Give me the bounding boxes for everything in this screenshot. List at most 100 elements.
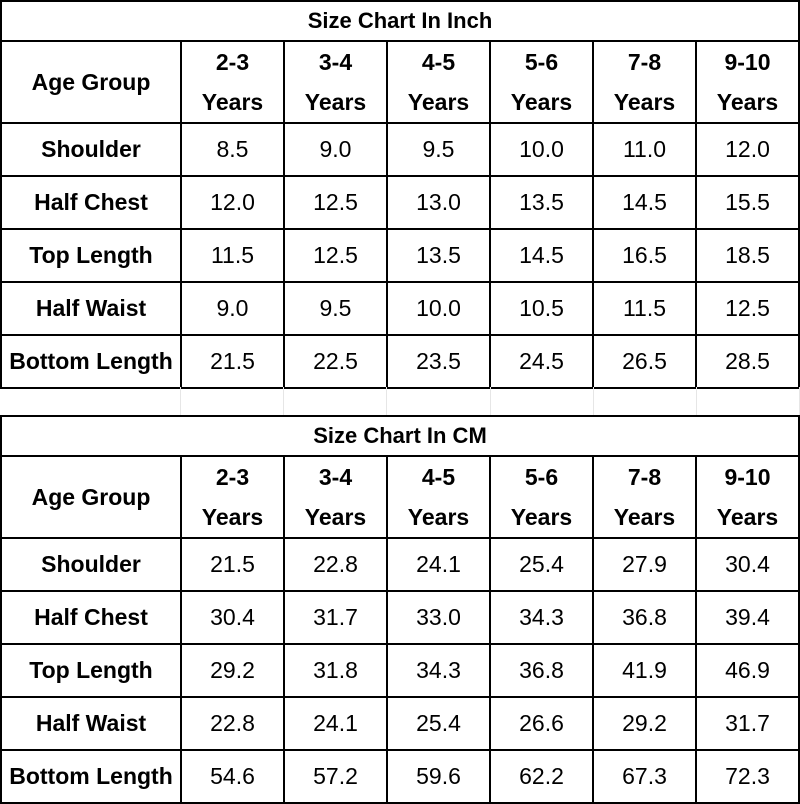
- age-unit: Years: [201, 504, 264, 530]
- measurement-value: 9.5: [283, 281, 388, 336]
- age-range: 4-5: [421, 49, 456, 75]
- measurement-value: 36.8: [592, 590, 697, 645]
- header-row: Age Group 2-3 Years 3-4 Years 4-5 Years 5-6 Year…: [0, 40, 800, 124]
- measurement-value: 21.5: [180, 537, 285, 592]
- measurement-label: Half Waist: [0, 696, 182, 751]
- measurement-value: 16.5: [592, 228, 697, 283]
- measurement-value: 12.5: [283, 228, 388, 283]
- measurement-value: 24.1: [386, 537, 491, 592]
- age-unit: Years: [304, 89, 367, 115]
- measurement-value: 29.2: [180, 643, 285, 698]
- measurement-value: 26.5: [592, 334, 697, 389]
- measurement-value: 8.5: [180, 122, 285, 177]
- age-column-header: 5-6 Years: [489, 455, 594, 539]
- age-column-header: 4-5 Years: [386, 455, 491, 539]
- age-column-header: 9-10 Years: [695, 40, 800, 124]
- age-range: 2-3: [215, 464, 250, 490]
- age-unit: Years: [613, 504, 676, 530]
- table-gap: [0, 387, 800, 415]
- age-column-header: 3-4 Years: [283, 40, 388, 124]
- measurement-value: 14.5: [592, 175, 697, 230]
- table-title: Size Chart In Inch: [0, 0, 800, 42]
- measurement-value: 25.4: [489, 537, 594, 592]
- measurement-label: Bottom Length: [0, 749, 182, 804]
- measurement-label: Bottom Length: [0, 334, 182, 389]
- measurement-value: 27.9: [592, 537, 697, 592]
- measurement-value: 10.0: [386, 281, 491, 336]
- measurement-value: 11.5: [180, 228, 285, 283]
- measurement-value: 46.9: [695, 643, 800, 698]
- title-row: Size Chart In CM: [0, 415, 800, 457]
- measurement-value: 12.5: [695, 281, 800, 336]
- measurement-label: Top Length: [0, 643, 182, 698]
- age-range: 7-8: [627, 49, 662, 75]
- age-unit: Years: [510, 504, 573, 530]
- age-unit: Years: [716, 89, 779, 115]
- age-column-header: 5-6 Years: [489, 40, 594, 124]
- age-range: 7-8: [627, 464, 662, 490]
- title-row: Size Chart In Inch: [0, 0, 800, 42]
- measurement-value: 22.8: [180, 696, 285, 751]
- measurement-value: 30.4: [695, 537, 800, 592]
- measurement-value: 67.3: [592, 749, 697, 804]
- measurement-value: 57.2: [283, 749, 388, 804]
- measurement-value: 39.4: [695, 590, 800, 645]
- measurement-value: 41.9: [592, 643, 697, 698]
- measurement-value: 62.2: [489, 749, 594, 804]
- measurement-value: 29.2: [592, 696, 697, 751]
- measurement-value: 15.5: [695, 175, 800, 230]
- measurement-label: Top Length: [0, 228, 182, 283]
- age-range: 5-6: [524, 49, 559, 75]
- measurement-value: 34.3: [386, 643, 491, 698]
- measurement-label: Half Chest: [0, 590, 182, 645]
- measurement-value: 13.5: [489, 175, 594, 230]
- table-row: Half Waist 9.0 9.5 10.0 10.5 11.5 12.5: [0, 281, 800, 336]
- measurement-label: Shoulder: [0, 537, 182, 592]
- measurement-value: 54.6: [180, 749, 285, 804]
- table-row: Shoulder 8.5 9.0 9.5 10.0 11.0 12.0: [0, 122, 800, 177]
- measurement-value: 22.8: [283, 537, 388, 592]
- measurement-value: 21.5: [180, 334, 285, 389]
- measurement-value: 14.5: [489, 228, 594, 283]
- table-row: Half Chest 12.0 12.5 13.0 13.5 14.5 15.5: [0, 175, 800, 230]
- measurement-value: 23.5: [386, 334, 491, 389]
- measurement-value: 10.5: [489, 281, 594, 336]
- age-group-label: Age Group: [0, 455, 182, 539]
- age-unit: Years: [407, 89, 470, 115]
- table-row: Half Chest 30.4 31.7 33.0 34.3 36.8 39.4: [0, 590, 800, 645]
- measurement-value: 33.0: [386, 590, 491, 645]
- age-range: 3-4: [318, 49, 353, 75]
- age-range: 9-10: [724, 464, 771, 490]
- measurement-value: 13.5: [386, 228, 491, 283]
- age-column-header: 3-4 Years: [283, 455, 388, 539]
- age-unit: Years: [716, 504, 779, 530]
- age-range: 2-3: [215, 49, 250, 75]
- measurement-value: 11.5: [592, 281, 697, 336]
- age-range: 3-4: [318, 464, 353, 490]
- age-group-label: Age Group: [0, 40, 182, 124]
- age-unit: Years: [613, 89, 676, 115]
- measurement-value: 10.0: [489, 122, 594, 177]
- measurement-label: Shoulder: [0, 122, 182, 177]
- age-column-header: 9-10 Years: [695, 455, 800, 539]
- measurement-value: 26.6: [489, 696, 594, 751]
- measurement-value: 9.0: [180, 281, 285, 336]
- measurement-value: 59.6: [386, 749, 491, 804]
- measurement-value: 34.3: [489, 590, 594, 645]
- table-row: Top Length 11.5 12.5 13.5 14.5 16.5 18.5: [0, 228, 800, 283]
- age-unit: Years: [304, 504, 367, 530]
- measurement-value: 9.0: [283, 122, 388, 177]
- measurement-value: 28.5: [695, 334, 800, 389]
- age-unit: Years: [201, 89, 264, 115]
- measurement-value: 31.7: [695, 696, 800, 751]
- measurement-label: Half Chest: [0, 175, 182, 230]
- age-unit: Years: [407, 504, 470, 530]
- table-title: Size Chart In CM: [0, 415, 800, 457]
- age-column-header: 2-3 Years: [180, 40, 285, 124]
- measurement-value: 72.3: [695, 749, 800, 804]
- age-column-header: 7-8 Years: [592, 455, 697, 539]
- measurement-value: 30.4: [180, 590, 285, 645]
- measurement-value: 12.5: [283, 175, 388, 230]
- measurement-value: 25.4: [386, 696, 491, 751]
- measurement-value: 13.0: [386, 175, 491, 230]
